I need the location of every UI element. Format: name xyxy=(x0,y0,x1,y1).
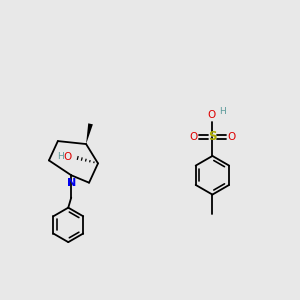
Text: H: H xyxy=(219,107,226,116)
Text: O: O xyxy=(228,132,236,142)
Text: H: H xyxy=(57,152,64,161)
Text: O: O xyxy=(189,132,197,142)
Text: O: O xyxy=(208,110,216,120)
Polygon shape xyxy=(86,123,93,144)
Text: S: S xyxy=(208,130,217,143)
Text: N: N xyxy=(67,178,76,188)
Text: O: O xyxy=(64,152,72,161)
